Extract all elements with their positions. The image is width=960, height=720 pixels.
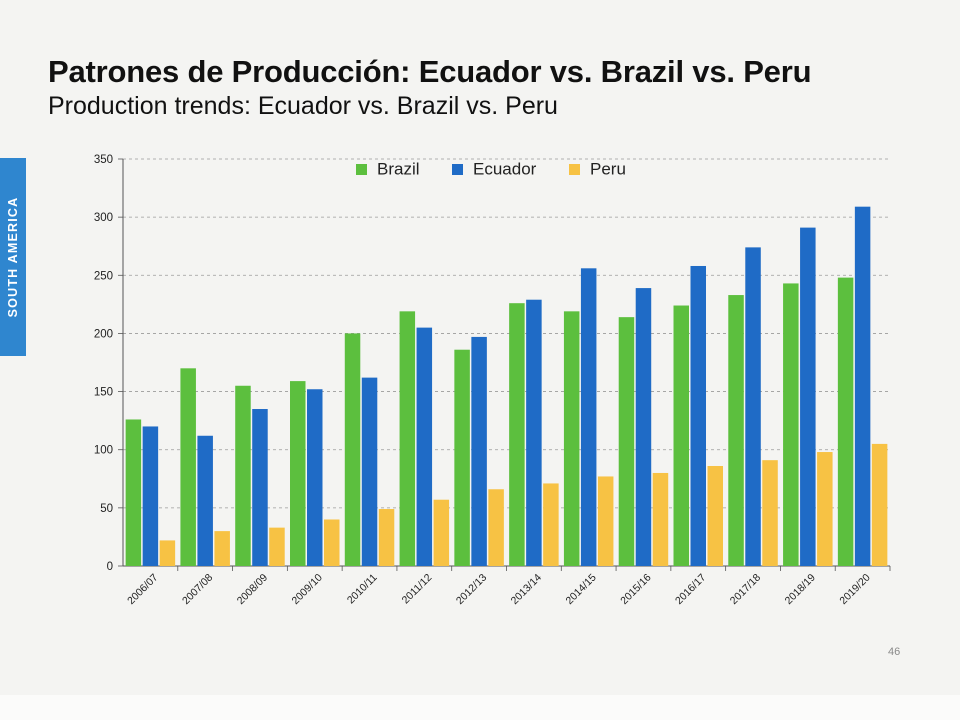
legend-label: Peru bbox=[590, 160, 626, 179]
bar-chart: 0 50 100 150 200 250 300 350 2006/07 2007/08 2008/… bbox=[94, 154, 891, 607]
bar-ecuador bbox=[197, 435, 213, 566]
legend-swatch bbox=[569, 164, 580, 175]
slide-subtitle: Production trends: Ecuador vs. Brazil vs… bbox=[48, 92, 558, 120]
bar-ecuador bbox=[690, 265, 706, 566]
bar-peru bbox=[488, 489, 504, 566]
y-tick-label: 350 bbox=[94, 154, 113, 166]
bar-brazil bbox=[399, 311, 416, 566]
bar-brazil bbox=[618, 317, 635, 566]
bar-ecuador bbox=[307, 389, 323, 566]
side-tab: SOUTH AMERICA bbox=[0, 158, 26, 356]
bar-brazil bbox=[454, 349, 470, 566]
x-tick-label: 2009/10 bbox=[290, 572, 325, 607]
bar-peru bbox=[652, 472, 669, 566]
x-tick-label: 2018/19 bbox=[783, 572, 818, 607]
slide-title: Patrones de Producción: Ecuador vs. Braz… bbox=[48, 54, 812, 89]
legend-label: Brazil bbox=[377, 160, 420, 179]
bar-brazil bbox=[290, 381, 306, 566]
bar-brazil bbox=[235, 385, 251, 566]
y-tick-label: 100 bbox=[94, 445, 113, 457]
x-tick-label: 2014/15 bbox=[563, 572, 598, 607]
bar-brazil bbox=[125, 419, 142, 566]
y-tick-label: 50 bbox=[100, 503, 113, 515]
slide: Patrones de Producción: Ecuador vs. Braz… bbox=[0, 54, 901, 658]
bar-ecuador bbox=[142, 426, 159, 566]
y-tick-label: 0 bbox=[107, 561, 113, 573]
x-tick-label: 2010/11 bbox=[345, 572, 380, 607]
bar-peru bbox=[543, 483, 559, 566]
x-tick-label: 2007/08 bbox=[180, 572, 215, 607]
x-tick-label: 2008/09 bbox=[235, 572, 270, 607]
y-tick-label: 150 bbox=[94, 387, 113, 399]
x-tick-label: 2015/16 bbox=[618, 572, 653, 607]
bar-peru bbox=[707, 465, 723, 566]
bar-ecuador bbox=[580, 268, 597, 566]
bar-peru bbox=[324, 519, 340, 566]
x-tick-label: 2011/12 bbox=[400, 572, 435, 607]
y-tick-label: 250 bbox=[94, 270, 113, 282]
bar-ecuador bbox=[252, 409, 268, 566]
bar-brazil bbox=[837, 277, 854, 566]
bottom-strip bbox=[0, 695, 960, 720]
bar-brazil bbox=[783, 283, 799, 566]
bar-peru bbox=[214, 531, 230, 566]
bar-peru bbox=[433, 499, 450, 566]
x-tick-label: 2019/20 bbox=[837, 572, 872, 607]
page-number: 46 bbox=[888, 646, 901, 658]
bar-brazil bbox=[728, 295, 744, 566]
bar-peru bbox=[159, 540, 176, 566]
x-tick-label: 2012/13 bbox=[454, 572, 489, 607]
bar-brazil bbox=[344, 333, 361, 566]
bar-brazil bbox=[180, 368, 196, 566]
bar-ecuador bbox=[800, 227, 816, 566]
y-tick-label: 300 bbox=[94, 212, 113, 224]
bar-brazil bbox=[509, 303, 525, 566]
bar-peru bbox=[762, 460, 778, 566]
x-tick-label: 2016/17 bbox=[673, 572, 708, 607]
legend-swatch bbox=[356, 164, 367, 175]
bar-peru bbox=[269, 527, 285, 566]
bar-ecuador bbox=[471, 336, 487, 566]
bar-peru bbox=[378, 509, 395, 566]
x-tick-label: 2017/18 bbox=[728, 572, 763, 607]
bar-peru bbox=[871, 443, 888, 566]
bar-ecuador bbox=[526, 299, 542, 566]
y-tick-label: 200 bbox=[94, 328, 113, 340]
bar-ecuador bbox=[745, 247, 761, 566]
x-tick-label: 2013/14 bbox=[509, 572, 544, 607]
bar-brazil bbox=[673, 305, 689, 566]
bar-brazil bbox=[563, 311, 580, 566]
legend-swatch bbox=[452, 164, 463, 175]
bar-ecuador bbox=[854, 206, 871, 567]
legend-label: Ecuador bbox=[473, 160, 537, 179]
bar-peru bbox=[597, 476, 614, 566]
bar-ecuador bbox=[416, 327, 433, 566]
bar-ecuador bbox=[361, 377, 378, 566]
bar-peru bbox=[817, 452, 833, 566]
bar-ecuador bbox=[635, 288, 652, 566]
x-tick-label: 2006/07 bbox=[125, 572, 160, 607]
